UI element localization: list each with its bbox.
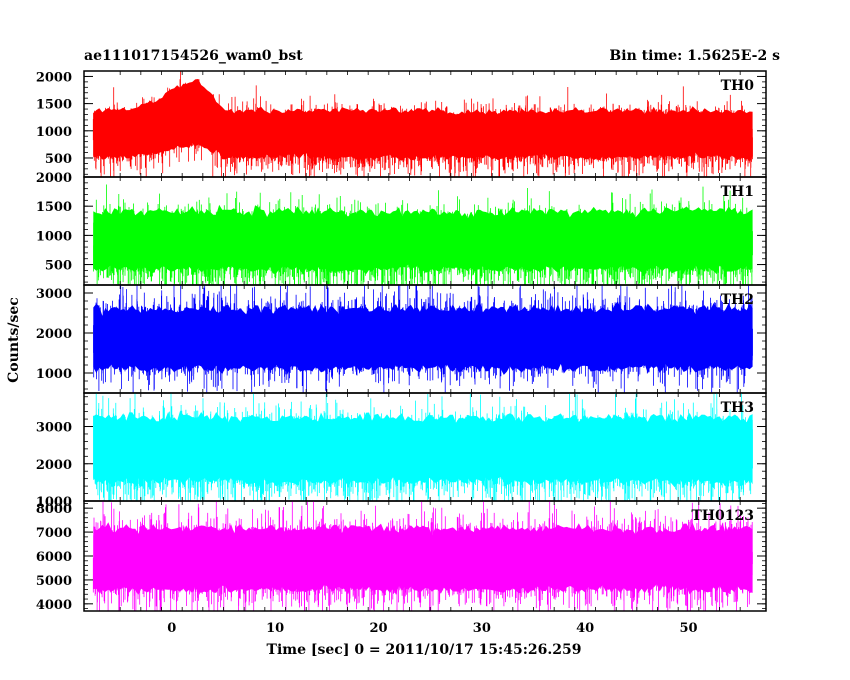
- y-tick-label: 3000: [36, 287, 72, 302]
- y-tick-label: 4000: [36, 598, 72, 613]
- y-tick-label: 6000: [36, 550, 72, 565]
- panels-group: 500 1000 1500 2000 TH0 500 1000 1500 2000 TH1 1000…: [36, 70, 767, 613]
- x-tick-label: 10: [266, 621, 284, 636]
- y-tick-label: 2000: [36, 171, 72, 186]
- x-axis-label: Time [sec] 0 = 2011/10/17 15:45:26.259: [267, 642, 582, 658]
- panel-label-th3: TH3: [721, 400, 754, 416]
- y-tick-label: 1500: [36, 200, 72, 215]
- y-tick-label: 1500: [36, 98, 72, 113]
- y-tick-label: 2000: [36, 458, 72, 473]
- y-tick-label: 500: [45, 152, 72, 167]
- y-tick-label: 1000: [36, 229, 72, 244]
- y-tick-label: 2000: [36, 70, 72, 85]
- y-tick-label: 1000: [36, 367, 72, 382]
- x-tick-label: 0: [167, 621, 176, 636]
- x-tick-label: 50: [679, 621, 697, 636]
- x-tick-label: 20: [369, 621, 387, 636]
- y-tick-label: 5000: [36, 574, 72, 589]
- chart-title-left: ae111017154526_wam0_bst: [84, 48, 303, 64]
- y-tick-label: 8000: [36, 502, 72, 517]
- series-th1-line: [93, 184, 753, 285]
- y-tick-label: 7000: [36, 526, 72, 541]
- y-tick-label: 3000: [36, 421, 72, 436]
- y-axis-label: Counts/sec: [6, 297, 22, 383]
- series-th3-line: [93, 393, 753, 501]
- panel-th0: 500 1000 1500 2000 TH0: [36, 70, 767, 178]
- panel-th3: 1000 2000 3000 TH3: [36, 392, 767, 510]
- x-tick-label: 40: [576, 621, 594, 636]
- panel-th2: 1000 2000 3000 TH2: [36, 284, 767, 394]
- chart-title-right: Bin time: 1.5625E-2 s: [609, 48, 780, 64]
- panel-label-th2: TH2: [721, 292, 754, 308]
- x-axis: 0 10 20 30 40 50: [167, 621, 697, 636]
- y-tick-label: 1000: [36, 495, 72, 510]
- y-tick-label: 500: [45, 259, 72, 274]
- x-tick-label: 30: [473, 621, 491, 636]
- series-th0123-line: [92, 501, 753, 611]
- panel-th1: 500 1000 1500 2000 TH1: [36, 171, 767, 286]
- series-th0-line: [92, 71, 753, 177]
- panel-label-th0123: TH0123: [691, 508, 754, 524]
- panel-th0123: 4000 5000 6000 7000 8000 TH0123: [36, 500, 767, 613]
- panel-label-th0: TH0: [721, 78, 755, 94]
- y-tick-label: 2000: [36, 327, 72, 342]
- series-th2-line: [93, 285, 753, 393]
- y-tick-label: 1000: [36, 125, 72, 140]
- panel-label-th1: TH1: [721, 184, 754, 200]
